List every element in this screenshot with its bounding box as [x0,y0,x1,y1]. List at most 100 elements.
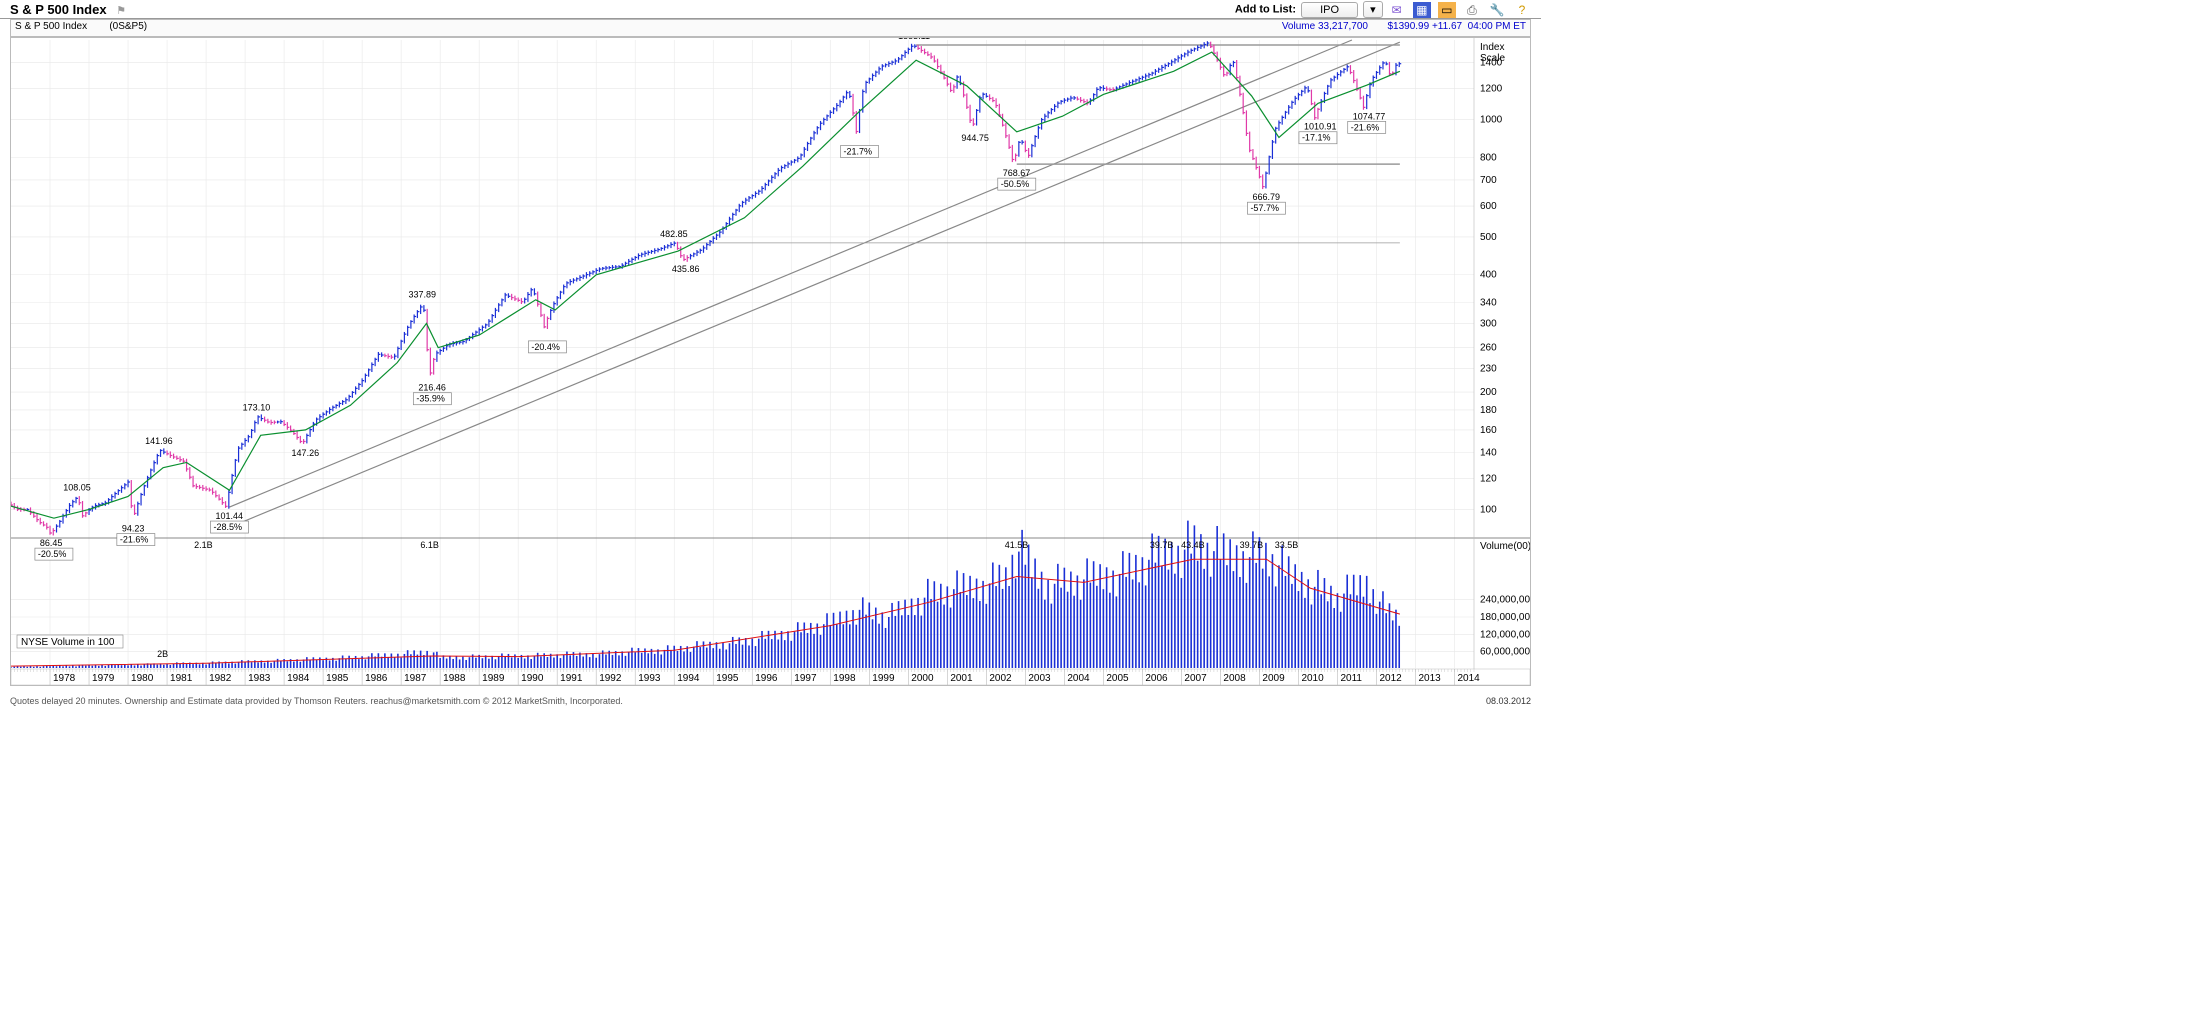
y-tick-label: 1200 [1480,84,1503,95]
vol-left-label: NYSE Volume in 100 [21,637,115,648]
vol-tick-label: 180,000,000 [1480,612,1530,623]
app-root: S & P 500 Index ⚑ Add to List: IPO ▾ ✉ ▦… [0,0,1541,710]
x-tick-label: 1993 [638,673,661,684]
note-icon[interactable]: ▭ [1438,2,1456,18]
y-tick-label: 260 [1480,343,1497,354]
x-tick-label: 2010 [1301,673,1324,684]
info-bar: S & P 500 Index (0S&P5) Volume 33,217,70… [10,19,1531,37]
x-tick-label: 1988 [443,673,466,684]
pct-box-text: -50.5% [1001,179,1030,189]
volume-label: Volume 33,217,700 [1282,21,1368,32]
title-bar: S & P 500 Index ⚑ Add to List: IPO ▾ ✉ ▦… [0,0,1541,19]
mail-icon[interactable]: ✉ [1388,2,1406,18]
x-tick-label: 1981 [170,673,193,684]
x-tick-label: 2014 [1457,673,1480,684]
y-tick-label: 700 [1480,175,1497,186]
x-tick-label: 2011 [1340,673,1362,684]
y-axis-label: Index [1480,42,1504,53]
vol-tick-label: 60,000,000 [1480,647,1530,658]
x-tick-label: 2000 [911,673,934,684]
price-low-label: 147.26 [292,448,320,458]
vol-annotation: 33.5B [1275,540,1299,550]
x-tick-label: 1987 [404,673,427,684]
vol-tick-label: 120,000,000 [1480,629,1530,640]
y-tick-label: 500 [1480,232,1497,243]
vol-annotation: 6.1B [420,540,439,550]
pct-box-text: -21.7% [844,147,873,157]
price-high-label: 337.89 [408,289,436,299]
disclaimer-text: Quotes delayed 20 minutes. Ownership and… [10,696,623,706]
y-tick-label: 100 [1480,504,1497,515]
flag-icon[interactable]: ⚑ [116,4,126,17]
footer-date: 08.03.2012 [1486,696,1531,706]
y-tick-label: 400 [1480,270,1497,281]
x-tick-label: 2012 [1379,673,1402,684]
toolbar: Add to List: IPO ▾ ✉ ▦ ▭ ⎙ 🔧 ? [1235,1,1533,18]
x-tick-label: 2007 [1184,673,1207,684]
x-tick-label: 1983 [248,673,271,684]
list-dropdown[interactable]: IPO [1301,2,1358,18]
x-tick-label: 1984 [287,673,310,684]
pct-box-text: -35.9% [416,394,445,404]
x-tick-label: 2009 [1262,673,1285,684]
info-right: Volume 33,217,700 $1390.99 +11.67 04:00 … [1282,21,1526,32]
x-tick-label: 1995 [716,673,739,684]
vol-annotation: 43.4B [1181,540,1205,550]
price-low-label: 435.86 [672,264,700,274]
vol-axis-label: Volume(00) [1480,541,1530,552]
x-tick-label: 2005 [1106,673,1129,684]
y-tick-label: 180 [1480,405,1497,416]
price-low-label: 944.75 [961,133,989,143]
price-low-label: 94.23 [122,524,145,534]
x-tick-label: 1986 [365,673,388,684]
footer: Quotes delayed 20 minutes. Ownership and… [10,696,1531,706]
price-low-label: 1074.77 [1353,111,1386,121]
pct-box-text: -21.6% [1351,122,1380,132]
grid-icon[interactable]: ▦ [1413,2,1431,18]
info-left: S & P 500 Index (0S&P5) [15,21,147,32]
x-tick-label: 2013 [1418,673,1441,684]
list-dropdown-arrow[interactable]: ▾ [1363,1,1383,18]
vol-annotation: 39.7B [1150,540,1174,550]
price-low-label: 666.79 [1252,192,1280,202]
price-low-label: 768.67 [1003,168,1031,178]
info-name: S & P 500 Index [15,21,87,32]
price-high-label: 141.96 [145,436,173,446]
chart-svg: 1978197919801981198219831984198519861987… [11,38,1530,685]
price-high-label: 173.10 [243,403,271,413]
price-low-label: 86.45 [40,538,63,548]
y-tick-label: 120 [1480,474,1497,485]
pct-box-text: -17.1% [1302,133,1331,143]
vol-annotation: 41.5B [1005,540,1029,550]
y-tick-label: 230 [1480,363,1497,374]
vol-annotation: 2.1B [194,540,213,550]
x-tick-label: 1992 [599,673,622,684]
print-icon[interactable]: ⎙ [1463,2,1481,18]
pct-box-text: -57.7% [1250,203,1279,213]
vol-tick-label: 240,000,000 [1480,595,1530,606]
x-tick-label: 1979 [92,673,115,684]
price-low-label: 1010.91 [1304,122,1337,132]
x-tick-label: 1989 [482,673,505,684]
pct-box-text: -21.6% [120,535,149,545]
info-symbol: (0S&P5) [109,21,147,32]
pct-box-text: -20.5% [38,549,67,559]
x-tick-label: 1994 [677,673,700,684]
y-tick-label: 160 [1480,425,1497,436]
x-tick-label: 2002 [989,673,1012,684]
y-tick-label: 1000 [1480,115,1503,126]
x-tick-label: 1978 [53,673,76,684]
vol-annotation: 2B [157,649,168,659]
y-tick-label: 800 [1480,152,1497,163]
x-tick-label: 2004 [1067,673,1090,684]
price-low-label: 216.46 [418,383,446,393]
y-tick-label: 140 [1480,448,1497,459]
y-tick-label: 600 [1480,201,1497,212]
price-high-label: 482.85 [660,229,688,239]
x-tick-label: 1999 [872,673,895,684]
chart-area[interactable]: 1978197919801981198219831984198519861987… [10,37,1531,686]
x-tick-label: 2006 [1145,673,1168,684]
help-icon[interactable]: ? [1513,2,1531,18]
y-axis-sublabel: Scale [1480,53,1505,64]
settings-icon[interactable]: 🔧 [1488,2,1506,18]
